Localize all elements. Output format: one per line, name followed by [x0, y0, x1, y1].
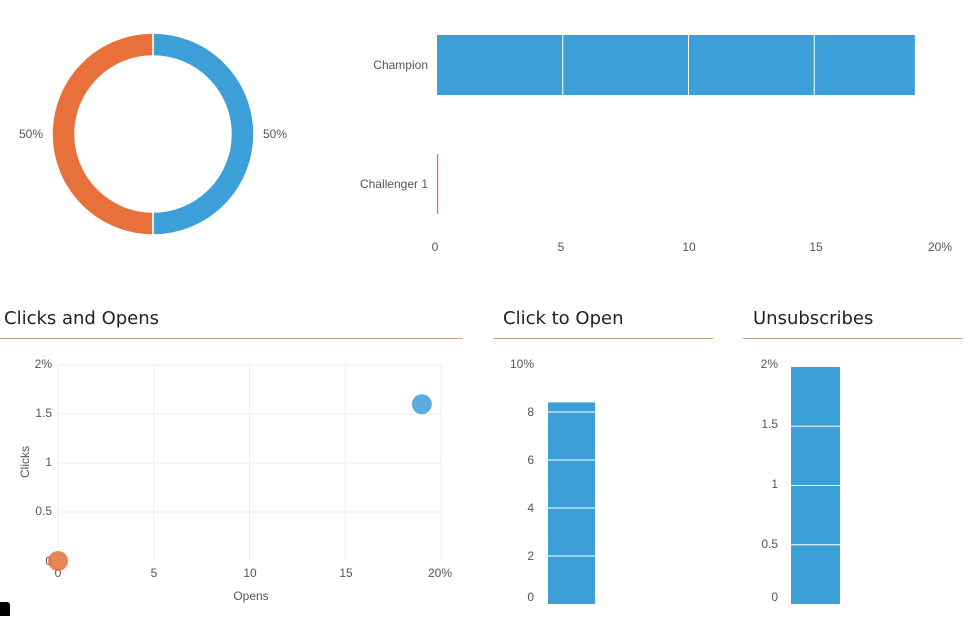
y-tick-2: 2% [35, 357, 53, 371]
x-axis-label: Opens [233, 589, 268, 603]
unsubscribes-title: Unsubscribes [753, 308, 874, 329]
unsubscribes-bar-dividers [791, 425, 840, 546]
x-tick-10: 10 [682, 240, 696, 254]
bar-champion-dividers [562, 35, 815, 95]
x-tick-10: 10 [243, 566, 257, 580]
y-tick-1.5: 1.5 [761, 417, 778, 431]
unsubscribes-chart: 2% 1.5 1 0.5 0 [761, 357, 840, 604]
x-tick-20: 20% [428, 566, 452, 580]
y-tick-2: 2% [761, 357, 779, 371]
unsubscribes-divider [743, 338, 963, 339]
y-tick-0.5: 0.5 [761, 537, 778, 551]
y-axis-label: Clicks [18, 446, 32, 478]
y-tick-1: 1 [771, 477, 778, 491]
category-label-champion: Champion [373, 58, 428, 72]
click-to-open-bar-dividers [548, 411, 595, 557]
x-tick-0: 0 [55, 566, 62, 580]
click-to-open-divider [493, 338, 713, 339]
y-tick-1.5: 1.5 [35, 406, 52, 420]
category-label-challenger: Challenger 1 [360, 177, 428, 191]
clicks-opens-divider [0, 338, 463, 339]
scatter-point-orange[interactable] [48, 551, 68, 571]
x-tick-0: 0 [432, 240, 439, 254]
x-tick-20: 20% [928, 240, 952, 254]
x-tick-15: 15 [809, 240, 823, 254]
donut-label-left: 50% [19, 127, 43, 141]
scatter-point-blue[interactable] [411, 394, 432, 415]
y-tick-0: 0 [771, 590, 778, 604]
y-tick-0: 0 [527, 590, 534, 604]
bar-challenger[interactable] [437, 154, 439, 214]
y-tick-4: 4 [527, 501, 534, 515]
y-tick-1: 1 [45, 455, 52, 469]
x-tick-5: 5 [558, 240, 565, 254]
click-to-open-bar[interactable] [548, 402, 595, 604]
donut-label-right: 50% [263, 127, 287, 141]
y-tick-2: 2 [527, 549, 534, 563]
clicks-opens-scatter: 2% 1.5 1 0.5 0 0 5 10 15 20% Opens Click… [18, 357, 452, 603]
click-to-open-chart: 10% 8 6 4 2 0 [510, 357, 595, 604]
clicks-opens-title: Clicks and Opens [4, 308, 160, 329]
comparison-bar-chart: Champion Challenger 1 0 5 10 15 20% [360, 35, 952, 254]
bar-champion[interactable] [437, 35, 915, 95]
y-tick-0.5: 0.5 [35, 504, 52, 518]
x-tick-15: 15 [339, 566, 353, 580]
corner-mark [0, 602, 10, 616]
y-tick-8: 8 [527, 405, 534, 419]
scatter-grid [57, 364, 442, 561]
donut-chart: 50% 50% [19, 32, 287, 236]
donut-slice-orange[interactable] [51, 32, 154, 236]
x-tick-5: 5 [151, 566, 158, 580]
donut-slice-blue[interactable] [152, 32, 255, 236]
y-tick-6: 6 [527, 453, 534, 467]
click-to-open-title: Click to Open [503, 308, 624, 329]
y-tick-10: 10% [510, 357, 534, 371]
